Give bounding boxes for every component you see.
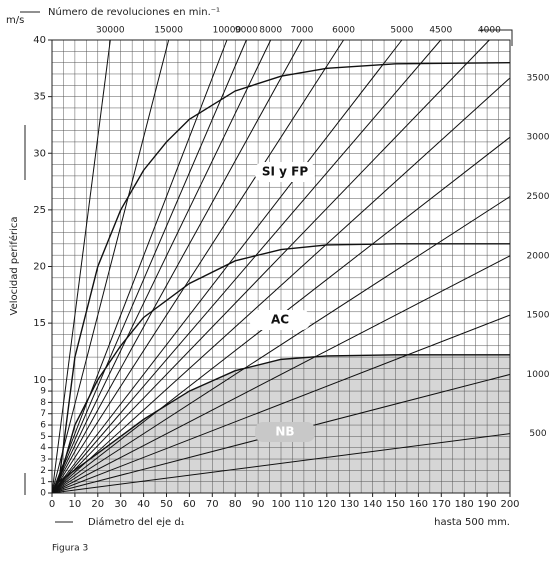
x-tick-label: 60 [183, 499, 196, 510]
x-tick-label: 110 [294, 499, 313, 510]
curve [58, 243, 510, 482]
rpm-label: 10000 [213, 26, 242, 36]
x-tick-label: 100 [271, 499, 290, 510]
y-tick-label: 6 [40, 421, 46, 431]
x-tick-label: 120 [317, 499, 336, 510]
rpm-label: 5000 [390, 26, 413, 36]
x-tick-label: 150 [386, 499, 405, 510]
x-tick-label: 90 [252, 499, 265, 510]
rpm-label: 4000 [478, 26, 501, 36]
rpm-label: 3500 [527, 73, 550, 83]
rpm-line [51, 39, 247, 494]
y-tick-label: 8 [40, 398, 46, 408]
y-tick-label: 9 [40, 387, 46, 397]
rpm-line [51, 39, 272, 494]
chart-title: Número de revoluciones en min.⁻¹ [48, 6, 220, 18]
y-tick-label: 20 [33, 262, 46, 273]
x-tick-label: 140 [363, 499, 382, 510]
curve-label-bg [250, 310, 310, 330]
x-tick-label: 180 [455, 499, 474, 510]
y-tick-label: 3 [40, 455, 46, 465]
x-tick-label: 30 [114, 499, 127, 510]
x-note: hasta 500 mm. [434, 517, 510, 528]
rpm-line [51, 196, 511, 494]
rpm-label: 1000 [527, 370, 550, 380]
rpm-label: 2500 [527, 192, 550, 202]
y-tick-label: 7 [40, 409, 46, 419]
rpm-label: 1500 [527, 311, 550, 321]
y-unit: m/s [6, 15, 24, 26]
rpm-label: 15000 [154, 26, 183, 36]
rpm-label: 2000 [527, 251, 550, 261]
curve-label: NB [275, 425, 294, 439]
rpm-line [51, 39, 111, 494]
y-tick-label: 30 [33, 148, 46, 159]
x-tick-label: 50 [160, 499, 173, 510]
rpm-line [51, 39, 303, 494]
y-tick-label: 1 [40, 477, 46, 487]
rpm-line [51, 39, 403, 494]
decor-bracket [480, 29, 513, 46]
y-tick-label: 10 [33, 375, 46, 386]
x-tick-label: 200 [500, 499, 519, 510]
curve-label: SI y FP [262, 165, 308, 179]
y-tick-label: 0 [40, 489, 46, 499]
x-tick-label: 170 [432, 499, 451, 510]
x-tick-label: 190 [478, 499, 497, 510]
x-tick-label: 20 [91, 499, 104, 510]
rpm-label: 3000 [527, 133, 550, 143]
rpm-label: 6000 [332, 26, 355, 36]
rpm-label: 500 [529, 429, 546, 439]
y-tick-label: 4 [40, 443, 46, 453]
rpm-line [51, 314, 511, 494]
x-tick-label: 70 [206, 499, 219, 510]
curve-label-bg [255, 422, 315, 442]
rpm-line [51, 39, 344, 494]
x-axis-label: Diámetro del eje d₁ [88, 516, 185, 528]
curve-label-bg [255, 162, 315, 182]
y-tick-label: 2 [40, 466, 46, 476]
rpm-line [51, 433, 511, 494]
rpm-label: 7000 [290, 26, 313, 36]
y-tick-label: 15 [33, 318, 46, 329]
x-tick-label: 80 [229, 499, 242, 510]
rpm-label: 30000 [96, 26, 125, 36]
y-axis-label: Velocidad periférica [8, 217, 20, 316]
curve [58, 354, 510, 483]
rpm-line [51, 39, 228, 494]
y-tick-label: 25 [33, 205, 46, 216]
x-tick-label: 130 [340, 499, 359, 510]
caption: Figura 3 [52, 544, 88, 554]
y-tick-label: 40 [33, 35, 46, 46]
y-tick-label: 35 [33, 92, 46, 103]
y-tick-label: 5 [40, 432, 46, 442]
rpm-line [51, 39, 442, 494]
rpm-label: 8000 [259, 26, 282, 36]
curve [58, 61, 511, 482]
rpm-line [51, 39, 490, 494]
rpm-line [51, 255, 511, 494]
rpm-line [51, 77, 511, 494]
rpm-line [51, 39, 170, 494]
x-tick-label: 10 [69, 499, 82, 510]
rpm-label: 4500 [429, 26, 452, 36]
curve-label: AC [271, 313, 289, 327]
x-tick-label: 40 [137, 499, 150, 510]
rpm-label: 9000 [235, 26, 258, 36]
x-tick-label: 0 [49, 499, 55, 510]
x-tick-label: 160 [409, 499, 428, 510]
